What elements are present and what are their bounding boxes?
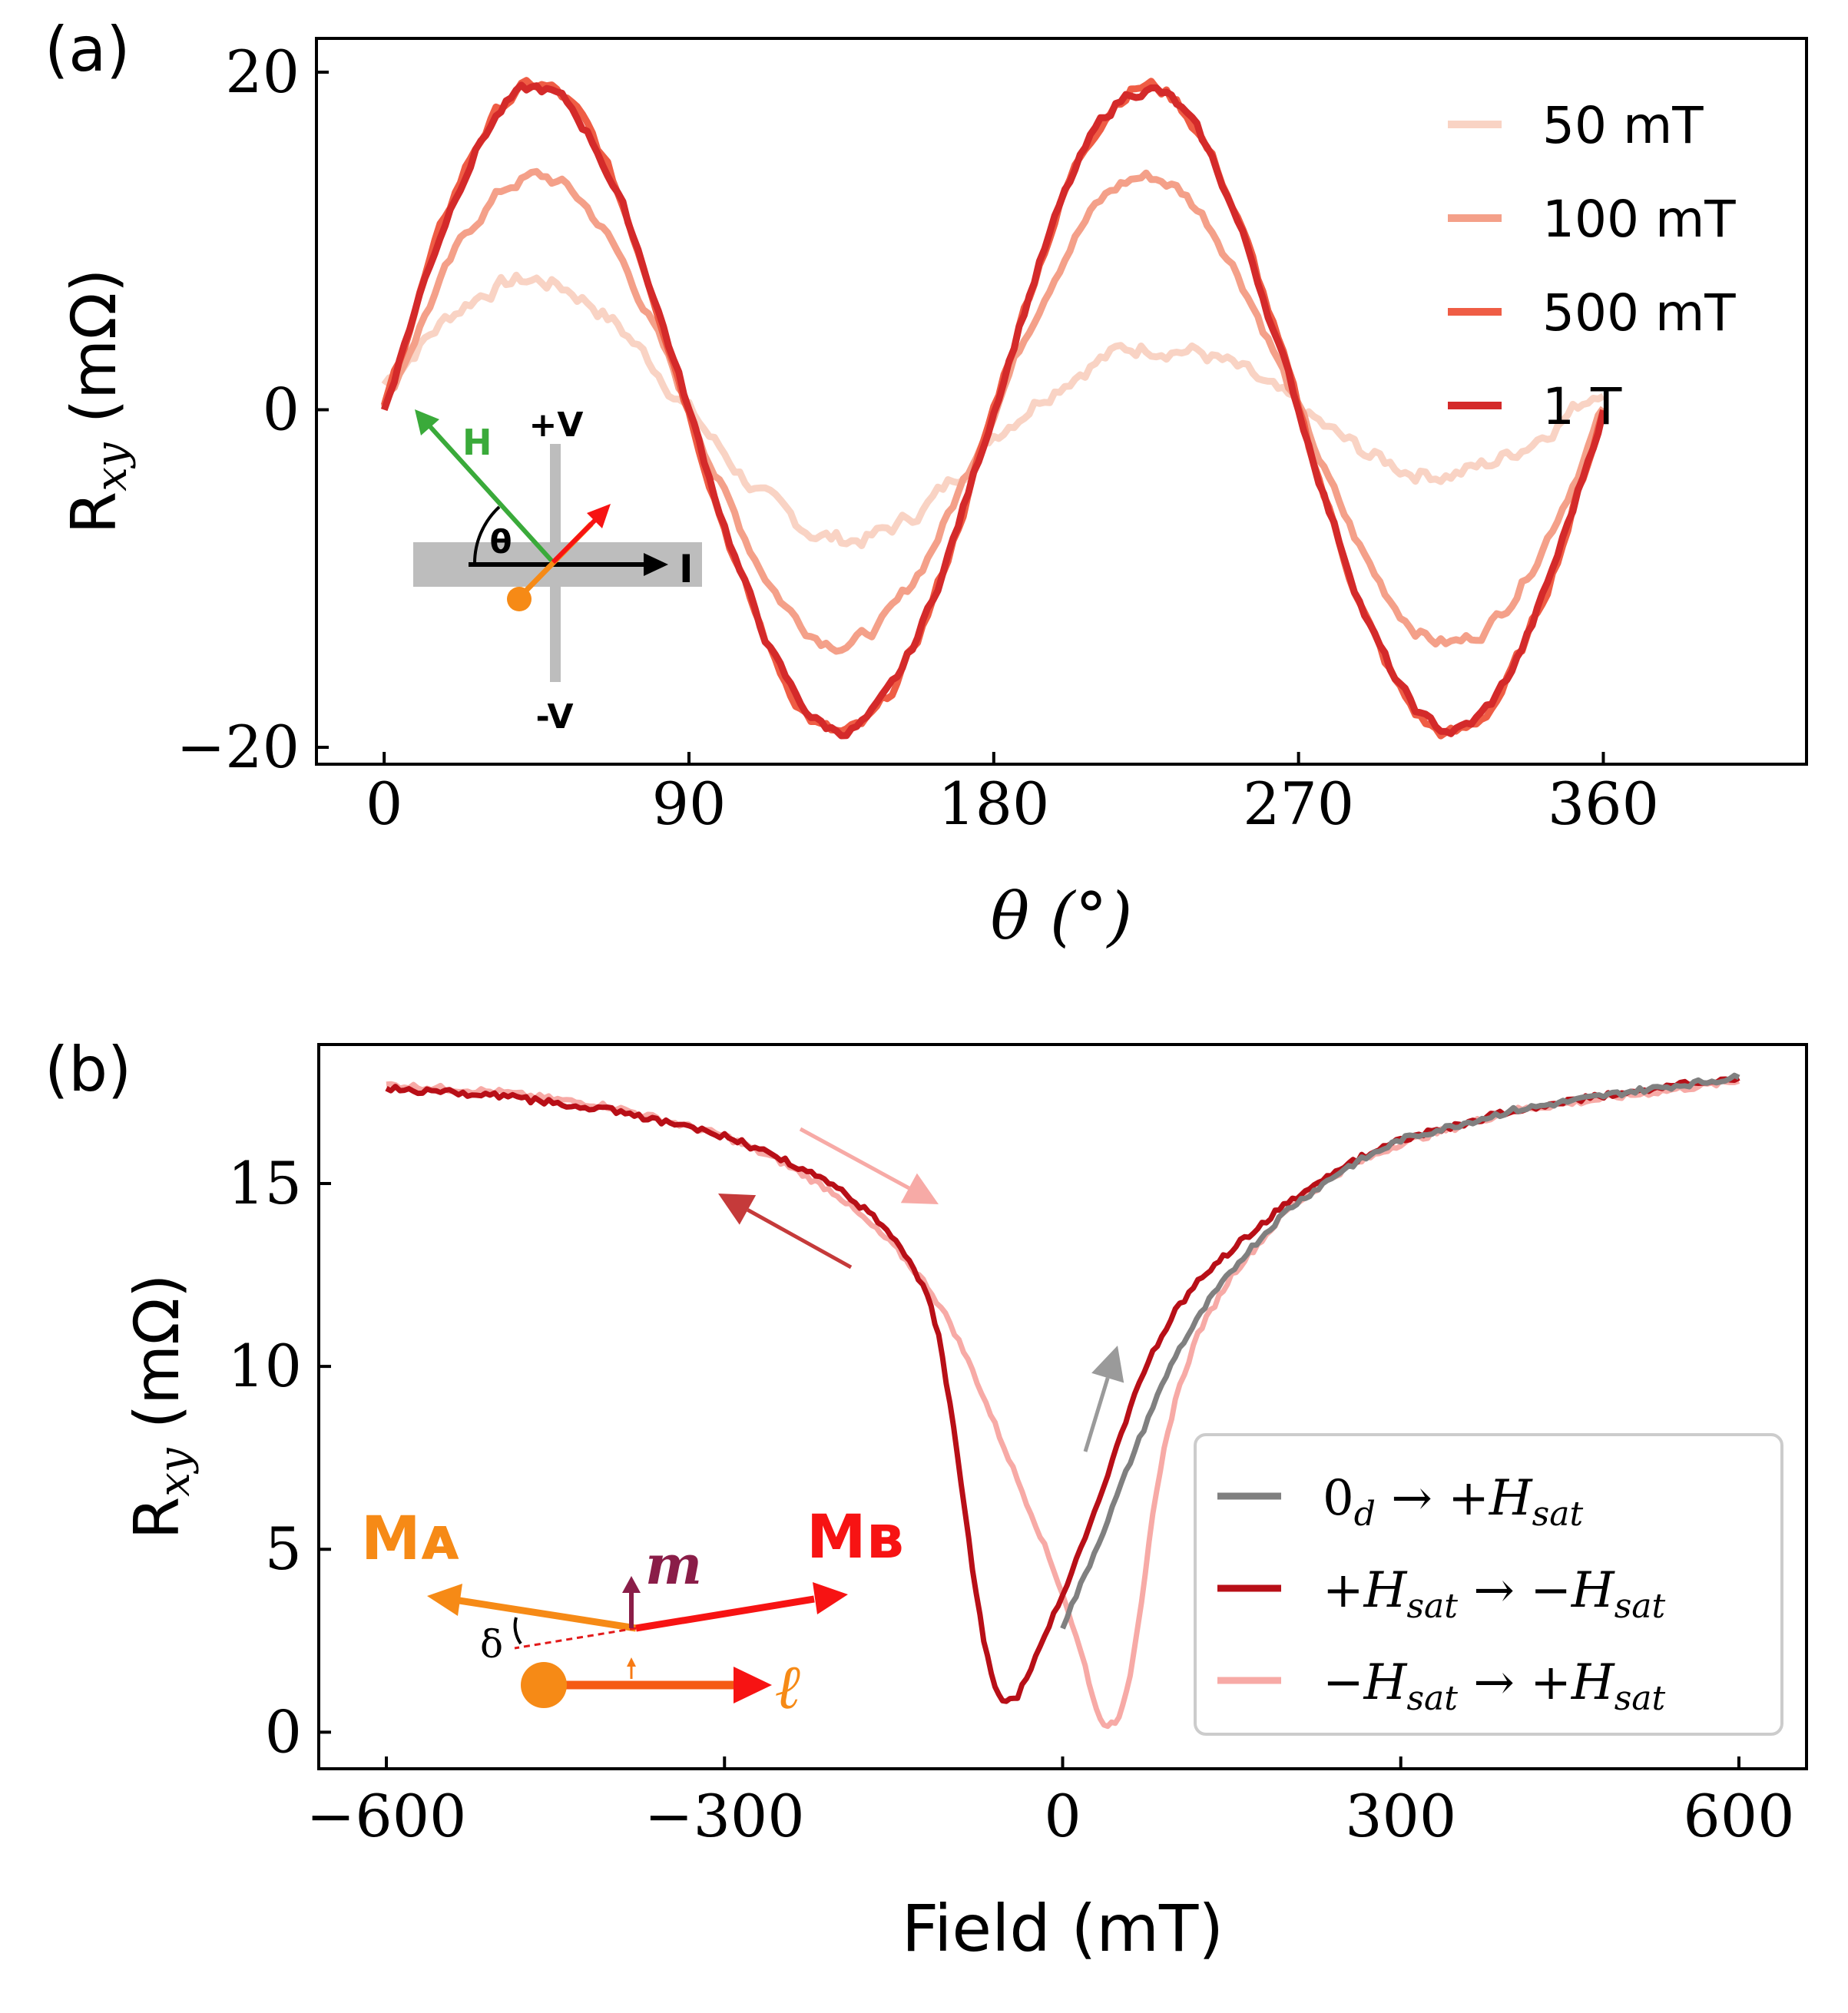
series-line-1-t [380,81,1607,740]
x-tick-label: 90 [652,770,727,838]
mb-arrow [635,1595,815,1632]
y-label-main: R [121,1497,193,1540]
legend-label-part: → + [1376,1470,1489,1527]
legend-label: 0d → +Hsat [1323,1470,1583,1534]
series-line-0 [1060,1072,1740,1630]
legend-label-part: sat [1615,1679,1666,1718]
y-tick-label: 15 [227,1149,302,1217]
delta-arc [513,1617,522,1645]
neel-origin-dot [507,587,532,611]
x-tick-label: 0 [366,770,402,838]
y-label-main: R [58,492,130,535]
panel-label: (a) [45,14,130,85]
x-tick-label: 600 [1683,1782,1794,1850]
legend-label-part: 0 [1323,1470,1354,1527]
legend-label-part: sat [1406,1679,1458,1718]
current-label: I [679,547,694,591]
y-tick-label: 20 [225,38,300,106]
x-axis-label: Field (mT) [902,1891,1224,1966]
series-line-50-mt [381,271,1605,549]
legend-label-part: sat [1615,1587,1666,1626]
current-arrowhead [644,553,668,576]
legend-label-part: sat [1406,1587,1458,1626]
sweep-arrow-up-head [718,1194,757,1225]
y-label-sub: xy [87,442,137,492]
legend: 0d → +Hsat+Hsat → −Hsat−Hsat → +Hsat [1194,1433,1783,1736]
y-tick-label: 10 [227,1332,302,1400]
legend-label-part: H [1489,1470,1533,1527]
moment-arrow [551,514,601,565]
inset-schematic: I Hθ +V -V [413,406,702,737]
legend-label-part: → + [1458,1654,1571,1711]
moment-arrowhead [587,504,611,528]
y-tick-label: 0 [265,1697,302,1766]
legend-label-part: + [1323,1562,1364,1619]
x-tick-label: −600 [306,1782,467,1850]
y-tick-label: 5 [265,1515,302,1583]
legend-label: 1 T [1542,377,1622,436]
l-label: ℓ [776,1650,802,1723]
sweep-arrow-up [747,1208,853,1270]
h-field-arrow [424,420,555,565]
legend-label: 500 mT [1542,283,1736,343]
legend-box [1194,1433,1783,1736]
legend-label-part: − [1323,1654,1364,1711]
legend-label-part: sat [1532,1495,1584,1534]
ma-arrowhead [427,1584,462,1616]
legend-label-part: H [1571,1654,1615,1711]
v-plus-label: +V [529,406,584,445]
legend-label: 50 mT [1542,96,1704,155]
y-tick-label: −20 [177,713,300,781]
legend-label: −Hsat → +Hsat [1323,1654,1666,1718]
theta-arc [472,505,501,565]
mb-label: Mʙ [806,1503,904,1572]
h-label: H [462,422,492,463]
x-tick-label: 360 [1548,770,1659,838]
ma-label: Mᴀ [361,1505,459,1574]
v-minus-label: -V [535,697,573,737]
x-tick-label: 270 [1243,770,1354,838]
panel-a: 0 90 180 270 360 −20 0 20 θ (°) Rxy (mΩ) (a) 50 mT 1… [45,14,1808,954]
y-label-sub: xy [150,1447,200,1497]
m-arrowhead [622,1576,641,1593]
x-tick-label: −300 [644,1782,805,1850]
legend-label: 100 mT [1542,190,1736,249]
x-tick-label: 180 [938,770,1049,838]
legend-label-part: d [1354,1495,1376,1534]
l-arrowhead [734,1667,772,1703]
x-tick-label: 0 [1044,1782,1081,1850]
theta-label: θ [490,523,512,561]
x-tick-label: 300 [1345,1782,1456,1850]
delta-label: δ [480,1622,503,1667]
sweep-arrow-virgin-head [1091,1346,1124,1383]
l-origin-dot [521,1662,567,1708]
inset-schematic: Mᴀ Mʙ δ m ℓ [361,1503,904,1723]
y-label-unit: (mΩ) [121,1274,193,1448]
legend-label: +Hsat → −Hsat [1323,1562,1666,1626]
h-arrowhead [415,409,439,435]
mb-arrowhead [813,1582,848,1614]
sweep-arrow-down-head [900,1173,939,1204]
sweep-arrow-down [799,1127,910,1190]
legend-label-part: H [1363,1654,1408,1711]
ma-arrow [459,1597,637,1632]
y-tick-label: 0 [263,375,300,443]
legend-label-part: H [1571,1562,1615,1619]
axes-frame [315,37,1808,766]
y-axis-label: Rxy (mΩ) [58,269,137,535]
sweep-arrow-virgin [1083,1377,1110,1452]
legend-label-part: H [1363,1562,1408,1619]
delta-reference-line [514,1627,637,1650]
y-axis-label: Rxy (mΩ) [121,1274,200,1540]
legend-label-part: → − [1458,1562,1571,1619]
small-m-arrowhead [627,1657,636,1667]
legend: 50 mT 100 mT 500 mT 1 T [1448,96,1736,436]
m-label: m [645,1533,702,1597]
x-axis-label: θ (°) [991,879,1133,954]
y-label-unit: (mΩ) [58,269,130,443]
panel-label: (b) [45,1034,131,1105]
